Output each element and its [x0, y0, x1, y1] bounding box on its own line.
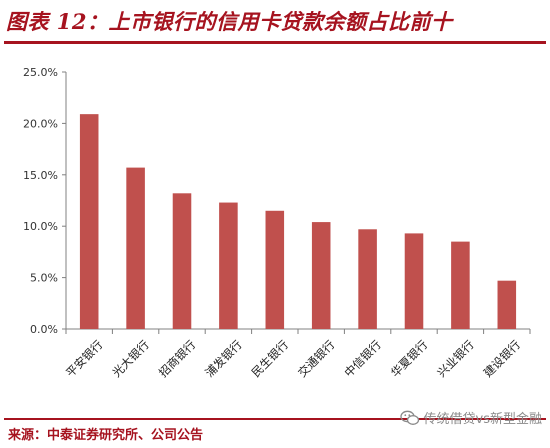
bar-chart: 0.0% 5.0% 10.0% 15.0% 20.0% 25.0% 平安银行 光大银行 招商银… [23, 66, 531, 380]
wechat-icon [399, 410, 419, 425]
x-tick-label: 交通银行 [295, 337, 337, 379]
x-tick-labels: 平安银行 光大银行 招商银行 浦发银行 民生银行 交通银行 中信银行 华夏银行 兴业银行 建设银行 [63, 337, 523, 379]
y-tick-label: 20.0% [23, 117, 58, 130]
y-tick-label: 25.0% [23, 66, 58, 79]
bar-series [79, 114, 517, 329]
x-tick-label: 招商银行 [156, 337, 198, 379]
x-tick-label: 民生银行 [249, 337, 291, 379]
source-note: 来源：中泰证券研究所、公司公告 [8, 428, 204, 443]
footer-divider [4, 418, 546, 420]
x-tick-label: 兴业银行 [434, 337, 476, 379]
x-tick-label: 中信银行 [342, 337, 384, 379]
x-tick-label: 光大银行 [110, 337, 152, 379]
x-tick-label: 华夏银行 [388, 337, 430, 379]
bar-3 [172, 193, 192, 329]
watermark: 传统借贷vs新型金融 [399, 408, 542, 427]
bar-5 [265, 210, 285, 329]
x-tick-label: 平安银行 [63, 337, 105, 379]
x-axis [65, 328, 531, 334]
x-tick-label: 浦发银行 [202, 337, 244, 379]
bar-10 [497, 280, 517, 329]
bar-7 [358, 229, 377, 329]
bar-6 [311, 222, 331, 329]
y-tick-label: 10.0% [23, 220, 58, 233]
y-tick-label: 5.0% [30, 272, 58, 285]
bar-9 [451, 241, 470, 329]
y-tick-label: 0.0% [30, 323, 58, 336]
watermark-text: 传统借贷vs新型金融 [423, 412, 542, 427]
x-tick-label: 建设银行 [481, 337, 523, 379]
y-tick-label: 15.0% [23, 169, 58, 182]
bar-2 [126, 167, 145, 329]
chart-title: 图表 12：上市银行的信用卡贷款余额占比前十 [6, 9, 453, 34]
bar-4 [219, 202, 238, 329]
bar-8 [404, 233, 424, 329]
title-divider [4, 41, 546, 44]
y-axis: 0.0% 5.0% 10.0% 15.0% 20.0% 25.0% [23, 66, 67, 336]
bar-1 [79, 114, 99, 329]
